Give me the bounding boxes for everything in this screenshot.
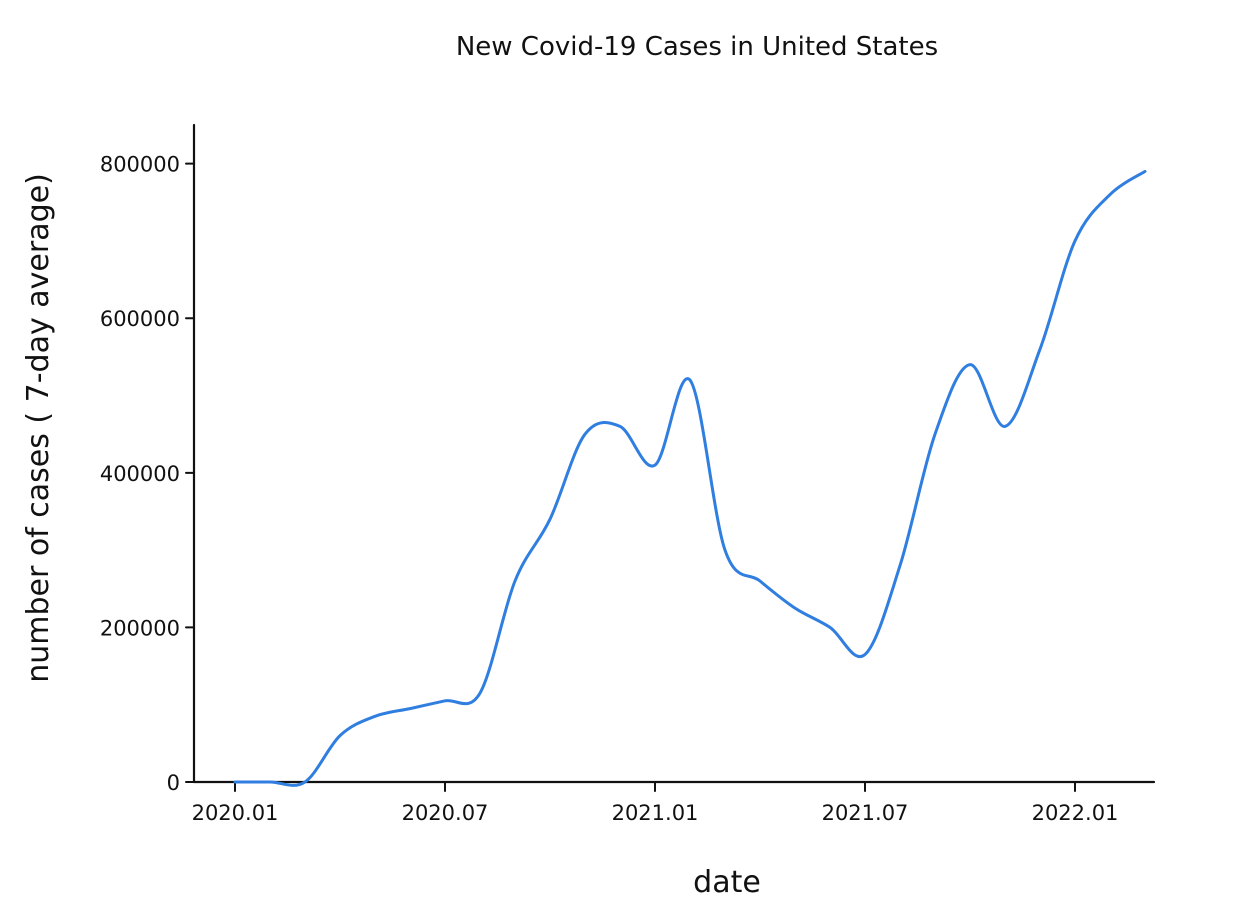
y-tick-label: 0 (167, 771, 180, 795)
series-line-new-cases (233, 169, 1147, 787)
x-tick-label: 2020.07 (402, 801, 489, 825)
y-axis-label: number of cases ( 7-day average) (21, 173, 56, 683)
y-tick-label: 800000 (100, 153, 180, 177)
y-tick-label: 400000 (100, 462, 180, 486)
x-tick-label: 2022.01 (1032, 801, 1119, 825)
y-tick-label: 600000 (100, 307, 180, 331)
y-tick-label: 200000 (100, 616, 180, 640)
x-axis-label: date (693, 865, 761, 900)
x-tick-label: 2021.07 (822, 801, 909, 825)
x-tick-label: 2020.01 (192, 801, 279, 825)
y-axis-ticks: 0 200000 400000 600000 800000 (100, 153, 195, 795)
x-axis-ticks: 2020.01 2020.07 2021.01 2021.07 2022.01 (192, 781, 1119, 825)
x-tick-label: 2021.01 (612, 801, 699, 825)
chart-title: New Covid-19 Cases in United States (456, 32, 938, 62)
